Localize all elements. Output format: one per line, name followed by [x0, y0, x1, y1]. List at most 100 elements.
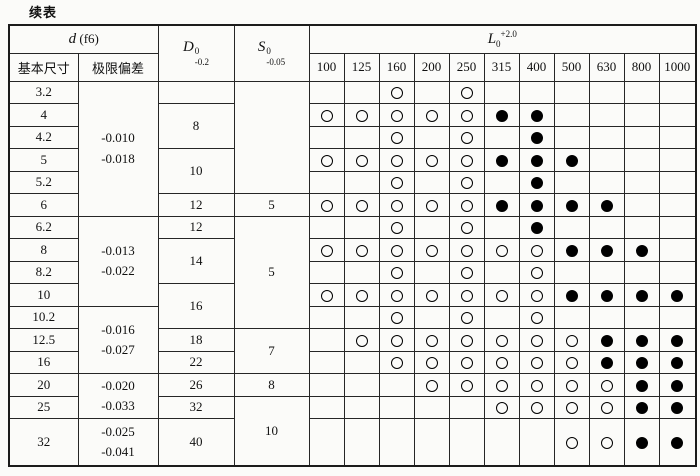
length-mark-cell: [343, 148, 380, 172]
length-mark-cell: [483, 193, 520, 217]
length-mark-cell: [623, 103, 660, 127]
length-mark-cell: [343, 350, 380, 374]
table-row: 6.2 -0.013 -0.022 12 5: [8, 215, 697, 329]
length-mark-cell: [308, 283, 345, 307]
length-mark-cell: [623, 215, 660, 239]
length-mark-cell: [588, 305, 625, 329]
open-circle-icon: [495, 357, 508, 370]
length-mark-cell: [623, 80, 660, 104]
open-circle-icon: [355, 109, 368, 122]
length-mark-cell: [308, 238, 345, 262]
length-mark-cell: [343, 305, 380, 329]
open-circle-icon: [495, 289, 508, 302]
filled-circle-icon: [530, 154, 543, 167]
basic-size-cell: 32: [8, 418, 79, 466]
open-circle-icon: [565, 379, 578, 392]
length-mark-cell: [483, 305, 520, 329]
filled-circle-icon: [671, 357, 684, 370]
limit-deviation-cell: -0.010 -0.018: [77, 80, 159, 217]
open-circle-icon: [390, 312, 403, 325]
basic-size-cell: 20: [8, 373, 79, 397]
header-L-group: L0+2.0: [308, 24, 697, 54]
length-mark-cell: [483, 350, 520, 374]
D-value-cell: [157, 80, 235, 104]
open-circle-icon: [390, 87, 403, 100]
open-circle-icon: [390, 109, 403, 122]
filled-circle-icon: [671, 334, 684, 347]
length-mark-cell: [378, 125, 415, 149]
open-circle-icon: [495, 334, 508, 347]
length-mark-cell: [343, 328, 380, 352]
open-circle-icon: [460, 379, 473, 392]
deviation-line: -0.033: [101, 398, 135, 413]
table-row: 10.2 -0.016 -0.027: [8, 305, 697, 374]
basic-size-cell: 8.2: [8, 260, 79, 284]
length-mark-cell: [483, 80, 520, 104]
open-circle-icon: [390, 334, 403, 347]
length-mark-cell: [658, 350, 697, 374]
header-D-col: D 0 -0.2: [157, 24, 235, 82]
length-mark-cell: [658, 418, 697, 466]
length-mark-cell: [413, 148, 450, 172]
filled-circle-icon: [635, 379, 648, 392]
length-mark-cell: [378, 350, 415, 374]
length-mark-cell: [588, 125, 625, 149]
spec-table-body: 3.2 -0.010 -0.018 4 8 4.2 5 10 5.2 6 12 5 6.2 -0.013-…: [8, 80, 697, 466]
open-circle-icon: [530, 379, 543, 392]
length-mark-cell: [518, 373, 555, 397]
open-circle-icon: [425, 357, 438, 370]
length-mark-cell: [553, 328, 590, 352]
filled-circle-icon: [530, 132, 543, 145]
open-circle-icon: [390, 357, 403, 370]
D-value-cell: 10: [157, 148, 235, 194]
length-mark-cell: [553, 193, 590, 217]
L-subscript: 0: [496, 39, 501, 50]
length-mark-cell: [658, 238, 697, 262]
open-circle-icon: [460, 244, 473, 257]
length-mark-cell: [553, 418, 590, 466]
length-mark-cell: [658, 260, 697, 284]
length-mark-cell: [623, 238, 660, 262]
open-circle-icon: [600, 379, 613, 392]
length-mark-cell: [448, 305, 485, 329]
open-circle-icon: [460, 289, 473, 302]
length-mark-cell: [378, 80, 415, 104]
deviation-line: -0.016: [101, 321, 135, 337]
length-mark-cell: [483, 125, 520, 149]
length-mark-cell: [623, 260, 660, 284]
length-mark-cell: [343, 80, 380, 104]
length-mark-cell: [448, 238, 485, 262]
basic-size-cell: 5.2: [8, 170, 79, 194]
open-circle-icon: [460, 154, 473, 167]
length-mark-cell: [308, 328, 345, 352]
length-mark-cell: [378, 148, 415, 172]
length-mark-cell: [483, 170, 520, 194]
S-value-cell: 10: [233, 395, 310, 466]
length-mark-cell: [553, 170, 590, 194]
length-mark-cell: [658, 328, 697, 352]
length-mark-cell: [448, 350, 485, 374]
D-value-cell: 40: [157, 418, 235, 466]
length-mark-cell: [448, 418, 485, 466]
length-mark-cell: [623, 283, 660, 307]
open-circle-icon: [390, 244, 403, 257]
length-mark-cell: [448, 193, 485, 217]
open-circle-icon: [390, 267, 403, 280]
length-mark-cell: [308, 125, 345, 149]
open-circle-icon: [530, 267, 543, 280]
basic-size-cell: 5: [8, 148, 79, 172]
open-circle-icon: [460, 177, 473, 190]
table-row: 8 14: [8, 238, 697, 284]
D-value-cell: 32: [157, 395, 235, 419]
length-mark-cell: [308, 373, 345, 397]
limit-deviation-cell: -0.020 -0.033: [77, 373, 159, 419]
deviation-line: -0.013: [101, 242, 135, 258]
basic-size-cell: 16: [8, 350, 79, 374]
basic-size-cell: 4.2: [8, 125, 79, 149]
open-circle-icon: [460, 222, 473, 235]
length-mark-cell: [413, 305, 450, 329]
header-l-125: 125: [343, 52, 380, 82]
open-circle-icon: [530, 357, 543, 370]
deviation-line: -0.025: [101, 423, 135, 439]
open-circle-icon: [565, 334, 578, 347]
